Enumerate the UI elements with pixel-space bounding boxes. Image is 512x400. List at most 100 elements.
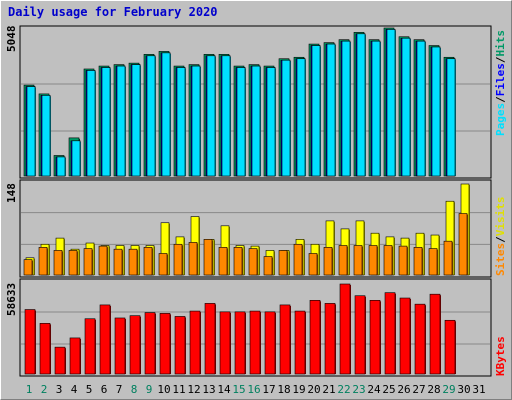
sites-bar [83, 248, 93, 276]
sites-bar [428, 248, 438, 276]
pages-bar [116, 65, 126, 177]
kbytes-bar [219, 311, 231, 375]
kbytes-bars [24, 283, 456, 375]
sites-bar [338, 245, 348, 276]
pages-bar [341, 40, 351, 177]
kbytes-bar [204, 303, 216, 375]
x-tick-label: 21 [322, 383, 335, 396]
x-tick-label: 22 [337, 383, 350, 396]
sites-bar [53, 250, 63, 276]
pages-bar [371, 40, 381, 177]
kbytes-bar [369, 300, 381, 375]
x-tick-label: 19 [292, 383, 305, 396]
kbytes-bar [399, 297, 411, 375]
kbytes-bar [39, 323, 51, 375]
sites-bar [353, 245, 363, 276]
x-tick-label: 26 [397, 383, 410, 396]
sites-bar [158, 253, 168, 276]
pages-bar [236, 67, 246, 177]
sites-bar [398, 245, 408, 276]
legend-sep-2: / [494, 56, 507, 63]
kbytes-bar [189, 310, 201, 375]
pages-bar [161, 52, 171, 177]
kbytes-bar [114, 317, 126, 375]
pages-bar [221, 55, 231, 177]
pages-bar [431, 46, 441, 177]
sites-bar [128, 248, 138, 276]
x-tick-label: 12 [187, 383, 200, 396]
x-tick-label: 24 [367, 383, 381, 396]
pages-bar [191, 65, 201, 177]
legend-kbytes: KBytes [494, 336, 507, 376]
kbytes-bar [174, 316, 186, 375]
kbytes-bar [84, 318, 96, 375]
kbytes-bar [294, 310, 306, 375]
legend-visits-panel: Sites/Visits [494, 197, 507, 277]
kbytes-bar [354, 295, 366, 375]
kbytes-bar [144, 312, 156, 375]
pages-bar [281, 59, 291, 177]
pages-bar [266, 67, 276, 177]
pages-bar [326, 43, 336, 177]
pages-bar [296, 58, 306, 177]
sites-bar [458, 213, 468, 276]
kbytes-bar [249, 310, 261, 375]
x-tick-label: 25 [382, 383, 395, 396]
x-tick-label: 5 [86, 383, 93, 396]
x-tick-label: 16 [247, 383, 260, 396]
pages-bar [251, 65, 261, 177]
pages-bar [386, 29, 396, 177]
hits-ymax-label: 5048 [5, 26, 18, 53]
x-tick-label: 10 [157, 383, 170, 396]
legend-sep-3: / [494, 236, 507, 243]
kbytes-bar [279, 304, 291, 375]
sites-bar [413, 247, 423, 276]
pages-bar [176, 67, 186, 177]
sites-bar [293, 243, 303, 276]
kbytes-bar [129, 315, 141, 375]
kbytes-bar [414, 303, 426, 375]
x-tick-label: 20 [307, 383, 320, 396]
x-tick-label: 17 [262, 383, 275, 396]
legend-sep-1: / [494, 96, 507, 103]
x-tick-label: 9 [146, 383, 153, 396]
x-tick-label: 1 [26, 383, 33, 396]
x-tick-label: 11 [172, 383, 185, 396]
sites-bar [323, 247, 333, 276]
x-axis-labels: 1 2 3 4 5 6 7 8 9 10 11 12 13 14 15 16 17 18 19 20 21 22 23 24 2… [26, 383, 486, 396]
pages-bar [311, 45, 321, 177]
x-tick-label: 15 [232, 383, 245, 396]
sites-bar [173, 243, 183, 276]
kbytes-bar [264, 311, 276, 375]
visits-bars [23, 183, 470, 276]
kbytes-bar [24, 309, 36, 375]
x-tick-label: 3 [56, 383, 63, 396]
sites-bar [278, 250, 288, 276]
pages-bar [101, 67, 111, 177]
legend-sites: Sites [494, 243, 507, 276]
sites-bar [113, 248, 123, 276]
sites-bar [443, 240, 453, 276]
pages-bar [446, 58, 456, 177]
pages-bar [356, 33, 366, 177]
pages-bar [56, 156, 66, 177]
x-tick-label: 8 [131, 383, 138, 396]
x-tick-label: 2 [41, 383, 48, 396]
x-tick-label: 14 [217, 383, 231, 396]
sites-bar [308, 253, 318, 276]
x-tick-label: 7 [116, 383, 123, 396]
hits-bars [23, 27, 456, 177]
pages-bar [131, 64, 141, 177]
kbytes-bar [444, 319, 456, 375]
kbytes-bar [159, 313, 171, 375]
kbytes-bar [324, 303, 336, 375]
x-tick-label: 29 [442, 383, 455, 396]
kbytes-bar [429, 293, 441, 375]
pages-bar [26, 86, 36, 177]
pages-bar [206, 55, 216, 177]
x-tick-label: 23 [352, 383, 365, 396]
kbytes-bar [384, 292, 396, 375]
x-tick-label: 30 [457, 383, 470, 396]
pages-bar [41, 95, 51, 177]
